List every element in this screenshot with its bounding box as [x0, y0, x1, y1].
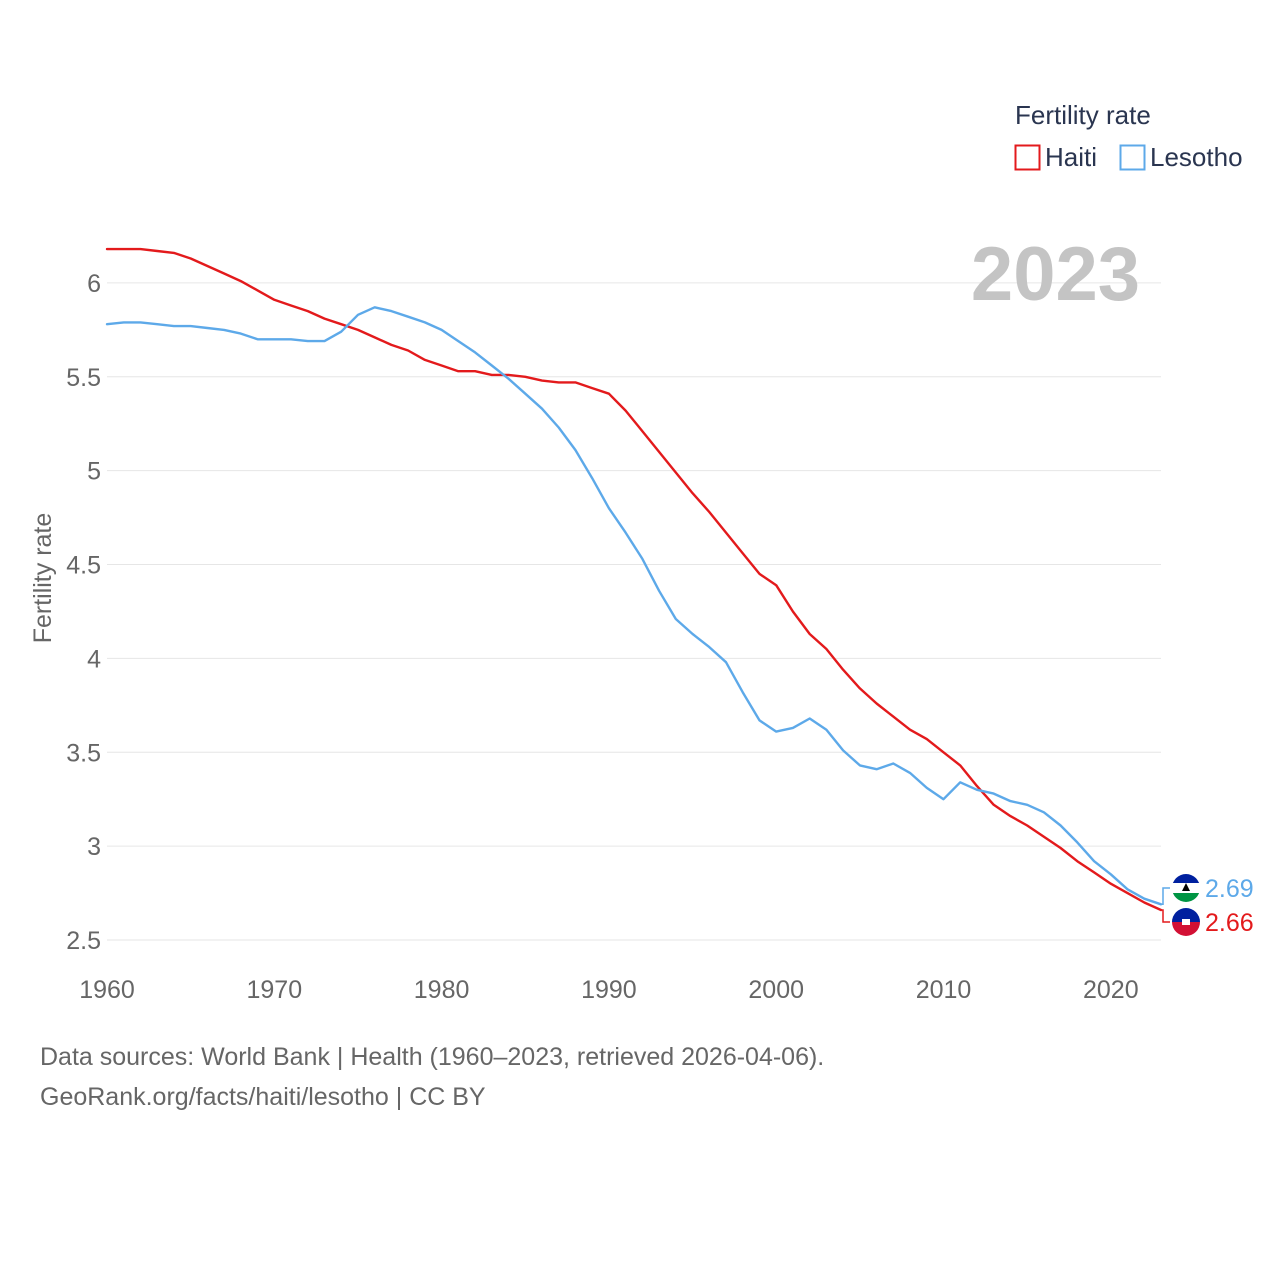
year-watermark: 2023 — [971, 232, 1140, 317]
end-connector-haiti — [1161, 909, 1170, 923]
footer-sources: Data sources: World Bank | Health (1960–… — [40, 1043, 825, 1071]
y-tick-label: 5.5 — [66, 364, 101, 392]
y-tick-label: 3.5 — [66, 739, 101, 767]
lesotho-flag-icon — [1172, 874, 1200, 902]
legend-item-lesotho[interactable]: Lesotho — [1119, 142, 1243, 172]
y-axis-ticks: 2.5 3 3.5 4 4.5 5 5.5 6 — [66, 270, 101, 955]
x-tick-label: 1960 — [79, 976, 135, 1004]
legend-swatch-haiti — [1014, 144, 1041, 171]
x-tick-label: 2000 — [748, 976, 804, 1004]
x-tick-label: 1970 — [246, 976, 302, 1004]
end-connector-lesotho — [1161, 887, 1170, 906]
series-line-haiti — [105, 247, 1163, 912]
x-tick-label: 2020 — [1083, 976, 1139, 1004]
end-label-lesotho: 2.69 — [1205, 875, 1254, 903]
series-lines — [105, 247, 1163, 912]
y-tick-label: 6 — [87, 270, 101, 298]
y-tick-label: 4 — [87, 645, 101, 673]
x-tick-label: 1980 — [414, 976, 470, 1004]
legend-swatch-lesotho — [1119, 144, 1146, 171]
y-axis-title: Fertility rate — [29, 513, 57, 644]
end-label-haiti: 2.66 — [1205, 909, 1254, 937]
legend-item-haiti[interactable]: Haiti — [1014, 142, 1098, 172]
haiti-flag-icon — [1172, 908, 1200, 936]
legend: Fertility rate Haiti Lesotho — [1014, 100, 1243, 172]
y-tick-label: 5 — [87, 458, 101, 486]
legend-title: Fertility rate — [1015, 100, 1151, 130]
legend-label-lesotho: Lesotho — [1150, 142, 1243, 172]
gridlines — [107, 282, 1161, 941]
series-line-lesotho — [105, 306, 1163, 906]
x-tick-label: 2010 — [916, 976, 972, 1004]
y-tick-label: 4.5 — [66, 552, 101, 580]
y-tick-label: 3 — [87, 833, 101, 861]
legend-label-haiti: Haiti — [1045, 142, 1097, 172]
x-axis-ticks: 1960 1970 1980 1990 2000 2010 2020 — [79, 976, 1138, 1004]
end-markers: 2.69 2.66 — [1161, 874, 1254, 937]
footer-link[interactable]: GeoRank.org/facts/haiti/lesotho | CC BY — [40, 1083, 486, 1111]
y-tick-label: 2.5 — [66, 927, 101, 955]
x-tick-label: 1990 — [581, 976, 637, 1004]
